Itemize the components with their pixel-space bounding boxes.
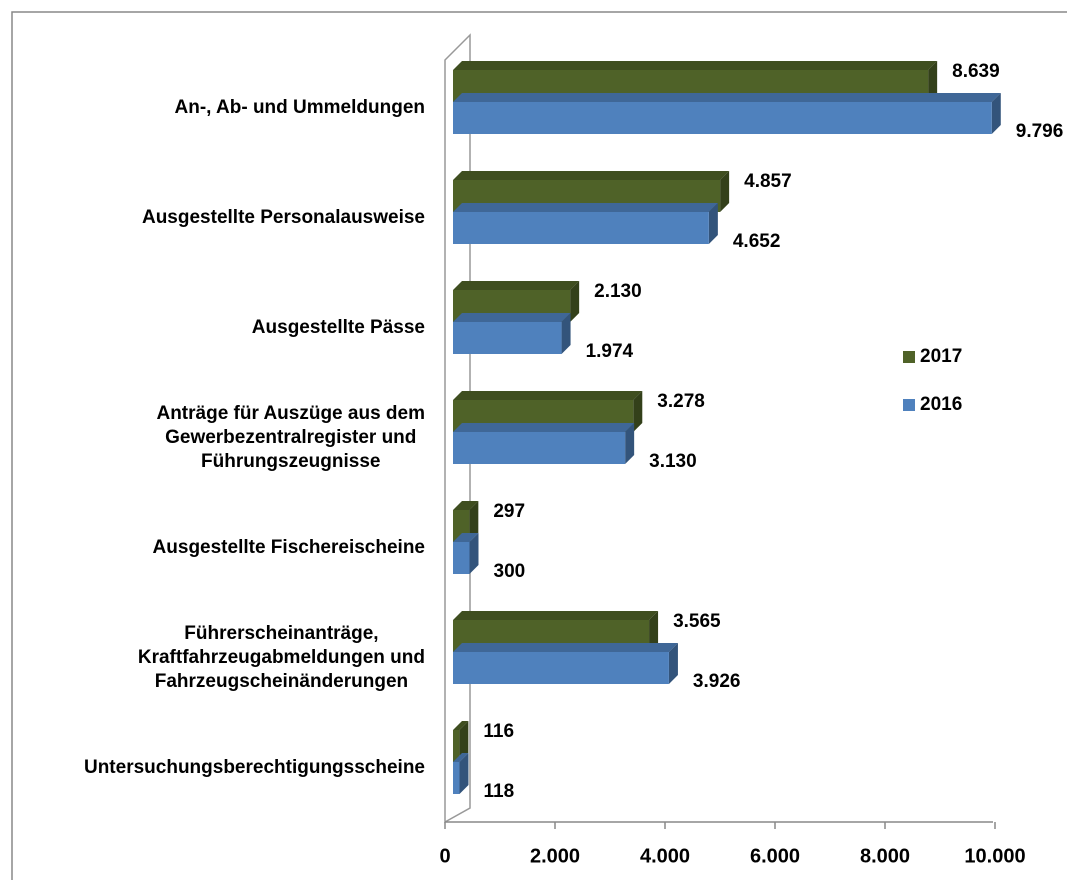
value-label: 3.565 — [673, 611, 721, 632]
bar-top — [453, 93, 1001, 102]
value-label: 3.130 — [649, 451, 697, 472]
bar-side — [991, 93, 1001, 134]
bar-side — [469, 533, 479, 574]
category-label: Ausgestellte Personalausweise — [141, 207, 425, 228]
bar-top — [453, 643, 678, 652]
bar-top — [453, 203, 718, 212]
bar — [453, 313, 571, 354]
legend-label: 2017 — [920, 346, 962, 367]
bar-front — [453, 730, 460, 762]
bar-side — [570, 281, 580, 322]
bar-front — [453, 432, 626, 464]
bar-top — [453, 281, 580, 290]
value-label: 9.796 — [1016, 121, 1064, 142]
value-label: 116 — [483, 721, 514, 742]
bar-front — [453, 652, 669, 684]
x-tick-label: 10.000 — [964, 845, 1025, 867]
category-label: Ausgestellte Fischereischeine — [152, 537, 425, 558]
value-label: 300 — [494, 561, 526, 582]
bar-top — [453, 171, 730, 180]
bar — [453, 721, 469, 762]
bar-side — [469, 501, 479, 542]
x-tick-label: 8.000 — [860, 845, 910, 867]
bar-top — [453, 423, 635, 432]
bar — [453, 533, 479, 574]
category-label: Anträge für Auszüge aus dem Gewerbezentr… — [156, 403, 425, 472]
category-label: An-, Ab- und Ummeldungen — [174, 97, 426, 118]
legend-swatch — [903, 399, 915, 411]
bar — [453, 501, 479, 542]
bar-top — [453, 611, 659, 620]
value-label: 297 — [493, 501, 525, 522]
bar-top — [453, 391, 643, 400]
bar-top — [453, 753, 469, 762]
value-label: 2.130 — [594, 281, 642, 302]
category-label: Führerscheinanträge, Kraftfahrzeugabmeld… — [137, 623, 425, 692]
bar — [453, 753, 469, 794]
bar-side — [459, 721, 469, 762]
x-tick-label: 4.000 — [640, 845, 690, 867]
category-label: Untersuchungsberechtigungsscheine — [83, 757, 425, 778]
bar-front — [453, 762, 460, 794]
bar — [453, 93, 1001, 134]
chart-border — [11, 11, 1067, 880]
bar-side — [720, 171, 730, 212]
x-tick-label: 2.000 — [530, 845, 580, 867]
bar-top — [453, 501, 479, 510]
bar-side — [625, 423, 635, 464]
bar-top — [453, 313, 571, 322]
x-tick-label: 6.000 — [750, 845, 800, 867]
value-label: 4.857 — [744, 171, 792, 192]
bar-top — [453, 533, 479, 542]
bar-front — [453, 542, 470, 574]
back-wall — [444, 33, 471, 824]
bar-side — [668, 643, 678, 684]
value-label: 8.639 — [952, 61, 1000, 82]
x-tick-label: 0 — [439, 845, 450, 867]
value-label: 3.278 — [657, 391, 705, 412]
bar-front — [453, 212, 709, 244]
bar-front — [453, 322, 562, 354]
bar — [453, 643, 678, 684]
value-label: 118 — [483, 781, 514, 802]
bar-top — [453, 61, 938, 70]
bar-front — [453, 102, 992, 134]
bar-side — [459, 753, 469, 794]
legend-label: 2016 — [920, 394, 962, 415]
category-label: Ausgestellte Pässe — [251, 317, 425, 338]
value-label: 3.926 — [693, 671, 741, 692]
bar-side — [649, 611, 659, 652]
bar — [453, 203, 718, 244]
legend-swatch — [903, 351, 915, 363]
bar-side — [633, 391, 643, 432]
value-label: 4.652 — [733, 231, 781, 252]
bar-side — [708, 203, 718, 244]
value-label: 1.974 — [586, 341, 634, 362]
bar-top — [453, 721, 469, 730]
bar-side — [561, 313, 571, 354]
bar-side — [928, 61, 938, 102]
bar — [453, 423, 635, 464]
